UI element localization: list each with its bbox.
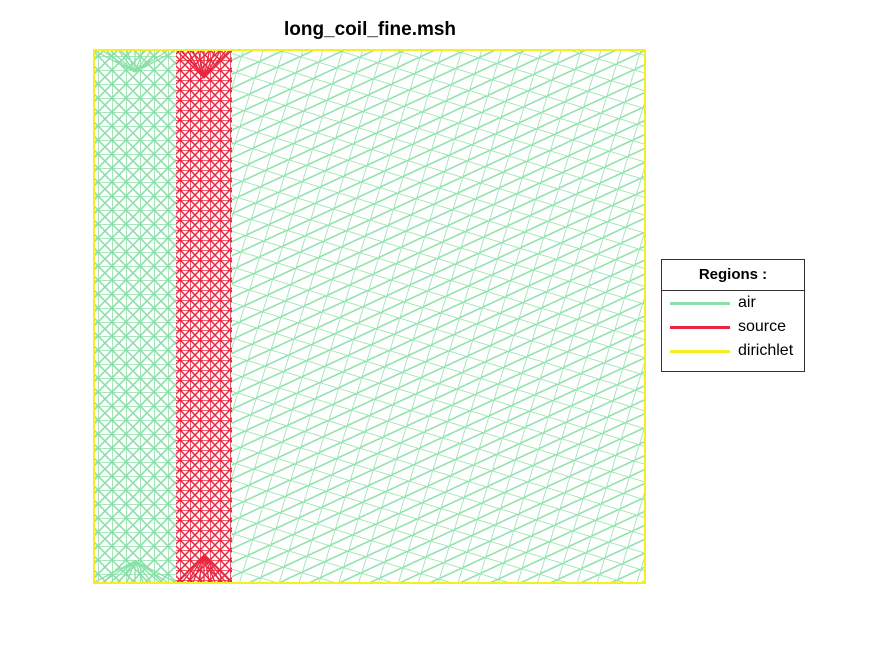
- legend-swatch-dirichlet: [670, 349, 730, 353]
- legend-label-dirichlet: dirichlet: [738, 342, 794, 359]
- legend-label-source: source: [738, 318, 787, 335]
- source-region: [176, 50, 232, 583]
- legend-entry-dirichlet: dirichlet: [662, 339, 804, 363]
- legend: Regions : air source dirichlet: [661, 259, 805, 372]
- legend-label-air: air: [738, 294, 756, 311]
- legend-entry-air: air: [662, 291, 804, 315]
- legend-swatch-source: [670, 325, 730, 329]
- figure-title: long_coil_fine.msh: [283, 19, 457, 40]
- legend-title: Regions :: [662, 260, 804, 291]
- legend-swatch-air: [670, 301, 730, 305]
- air-region-right: [232, 50, 645, 583]
- legend-entry-source: source: [662, 315, 804, 339]
- air-region-left: [94, 50, 176, 583]
- dirichlet-boundary: [93, 49, 646, 584]
